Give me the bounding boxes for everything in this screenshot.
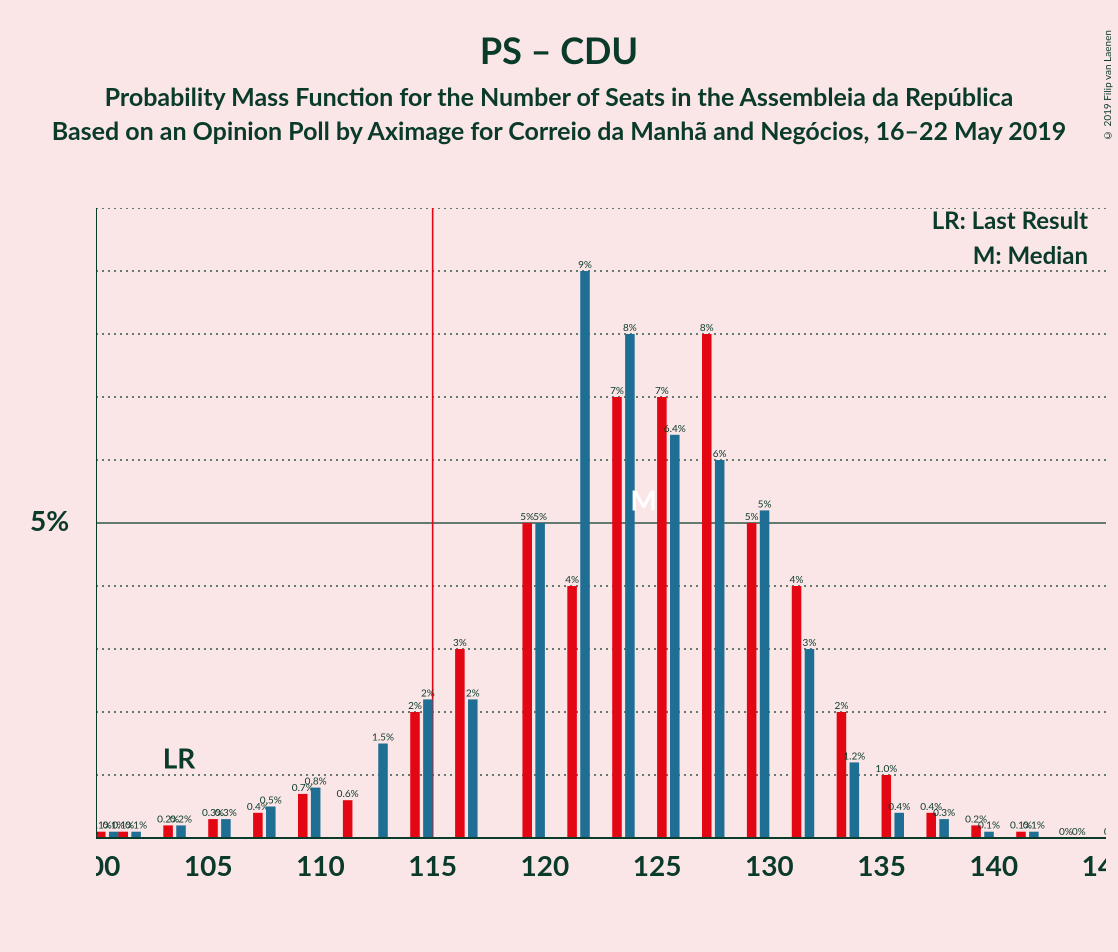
bar-blue: [423, 699, 433, 838]
x-tick-label: 115: [408, 848, 457, 882]
copyright-text: © 2019 Filip van Laenen: [1102, 30, 1114, 141]
bar-blue: [625, 334, 635, 838]
chart-svg: 0%0.1%0.1%0.1%0.1%0.2%0.2%0.3%0.3%0.4%0.…: [96, 208, 1106, 888]
bar-label: 5%: [758, 498, 772, 510]
bar-label: 2%: [408, 700, 422, 712]
bar-red: [298, 794, 308, 838]
chart-title: PS – CDU: [0, 28, 1118, 72]
bar-blue: [311, 788, 321, 838]
x-tick-label: 110: [296, 848, 345, 882]
chart-area: 0%0.1%0.1%0.1%0.1%0.2%0.2%0.3%0.3%0.4%0.…: [96, 208, 1106, 888]
bar-label: 6.4%: [664, 423, 686, 435]
bar-red: [657, 397, 667, 838]
bar-label: 0%: [1059, 826, 1073, 838]
x-tick-label: 130: [745, 848, 794, 882]
lr-annotation: LR: [163, 741, 197, 775]
bar-red: [343, 800, 353, 838]
bar-label: 8%: [700, 322, 714, 334]
bar-label: 0.3%: [933, 807, 955, 819]
x-tick-label: 135: [857, 848, 906, 882]
bar-blue: [221, 819, 231, 838]
bar-red: [455, 649, 465, 838]
bar-label: 0.8%: [305, 776, 327, 788]
bar-label: 8%: [623, 322, 637, 334]
bar-label: 5%: [533, 511, 547, 523]
bar-blue: [805, 649, 815, 838]
bar-blue: [939, 819, 949, 838]
bar-red: [567, 586, 577, 838]
bar-label: 9%: [578, 259, 592, 271]
bar-blue: [580, 271, 590, 838]
chart-subtitle-1: Probability Mass Function for the Number…: [0, 82, 1118, 112]
bar-blue: [715, 460, 725, 838]
bar-label: 2%: [835, 700, 849, 712]
bar-blue: [760, 510, 770, 838]
bar-label: 4%: [565, 574, 579, 586]
bar-label: 0%: [1072, 826, 1086, 838]
bar-label: 2%: [466, 687, 480, 699]
bar-red: [522, 523, 532, 838]
bar-label: 2%: [421, 687, 435, 699]
x-tick-label: 125: [633, 848, 682, 882]
bar-red: [208, 819, 218, 838]
bar-red: [253, 813, 263, 838]
bar-label: 1.5%: [372, 732, 394, 744]
bar-blue: [670, 435, 680, 838]
bar-label: 0.4%: [888, 801, 910, 813]
bar-blue: [468, 699, 478, 838]
bar-label: 0%: [1104, 826, 1106, 838]
bar-label: 0.5%: [260, 795, 282, 807]
x-tick-label: 145: [1082, 848, 1106, 882]
bar-label: 5%: [520, 511, 534, 523]
bar-red: [163, 825, 173, 838]
chart-subtitle-2: Based on an Opinion Poll by Aximage for …: [0, 116, 1118, 146]
bar-red: [747, 523, 757, 838]
bar-red: [792, 586, 802, 838]
bar-red: [702, 334, 712, 838]
bar-label: 3%: [453, 637, 467, 649]
bar-red: [837, 712, 847, 838]
bar-label: 5%: [745, 511, 759, 523]
bar-label: 6%: [713, 448, 727, 460]
bar-label: 3%: [803, 637, 817, 649]
bar-label: 1.0%: [875, 763, 897, 775]
bar-label: 0.1%: [125, 820, 147, 832]
bar-label: 0.6%: [337, 788, 359, 800]
y-axis-label: 5%: [30, 503, 69, 537]
bar-blue: [850, 762, 860, 838]
bar-label: 4%: [790, 574, 804, 586]
bar-label: 0.2%: [170, 813, 192, 825]
bar-label: 7%: [655, 385, 669, 397]
x-tick-label: 100: [96, 848, 120, 882]
median-annotation: M: [630, 482, 656, 516]
bar-label: 0.1%: [1023, 820, 1045, 832]
bar-label: 1.2%: [843, 750, 865, 762]
bar-label: 7%: [610, 385, 624, 397]
bar-label: 0.1%: [978, 820, 1000, 832]
bar-blue: [176, 825, 186, 838]
x-tick-label: 140: [969, 848, 1018, 882]
bar-red: [612, 397, 622, 838]
bar-blue: [378, 744, 388, 839]
x-tick-label: 105: [184, 848, 233, 882]
bar-blue: [535, 523, 545, 838]
bar-label: 0.3%: [215, 807, 237, 819]
bar-blue: [894, 813, 904, 838]
bar-blue: [266, 807, 276, 839]
x-tick-label: 120: [521, 848, 570, 882]
bar-red: [410, 712, 420, 838]
